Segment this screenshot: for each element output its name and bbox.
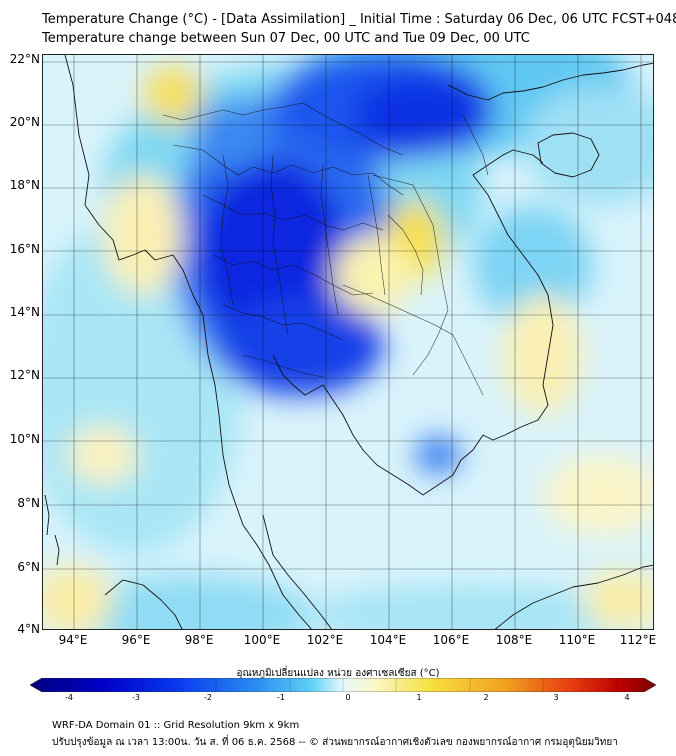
colorbar-dividers (68, 678, 618, 692)
footer-credit: ปรับปรุงข้อมูล ณ เวลา 13:00น. วัน ส. ที่… (52, 737, 618, 748)
colorbar-tick: 2 (483, 693, 489, 702)
lon-label-112e: 112°E (619, 633, 657, 647)
lon-label-102e: 102°E (306, 633, 344, 647)
lon-label-98e: 98°E (184, 633, 214, 647)
colorbar-tick: -3 (132, 693, 140, 702)
lat-label-18n: 18°N (9, 178, 40, 192)
colorbar (30, 678, 656, 692)
lat-label-4n: 4°N (17, 622, 40, 636)
lat-label-10n: 10°N (9, 432, 40, 446)
lat-label-16n: 16°N (9, 242, 40, 256)
lat-label-8n: 8°N (17, 496, 40, 510)
admin-boundaries (162, 102, 489, 396)
lon-label-100e: 100°E (243, 633, 281, 647)
latlon-grid (43, 55, 653, 629)
colorbar-tick: -4 (65, 693, 73, 702)
lat-label-20n: 20°N (9, 115, 40, 129)
colorbar-title: อุณหภูมิเปลี่ยนแปลง หน่วย องศาเซลเซียส (… (236, 668, 440, 679)
lon-label-94e: 94°E (58, 633, 88, 647)
lon-label-104e: 104°E (369, 633, 407, 647)
colorbar-tick: 0 (345, 693, 351, 702)
footer-model-info: WRF-DA Domain 01 :: Grid Resolution 9km … (52, 720, 300, 731)
map-panel (42, 54, 654, 630)
colorbar-tick: 3 (553, 693, 559, 702)
lat-label-22n: 22°N (9, 52, 40, 66)
lon-label-110e: 110°E (558, 633, 596, 647)
colorbar-tick: 1 (416, 693, 422, 702)
lon-label-96e: 96°E (121, 633, 151, 647)
lon-label-108e: 108°E (495, 633, 533, 647)
map-title: Temperature Change (°C) - [Data Assimila… (42, 12, 676, 27)
colorbar-tick: -2 (204, 693, 212, 702)
lat-label-14n: 14°N (9, 305, 40, 319)
colorbar-tick: 4 (624, 693, 630, 702)
lat-label-12n: 12°N (9, 368, 40, 382)
lat-label-6n: 6°N (17, 560, 40, 574)
map-subtitle: Temperature change between Sun 07 Dec, 0… (42, 31, 530, 46)
temperature-field-map (43, 55, 653, 629)
lon-label-106e: 106°E (432, 633, 470, 647)
colorbar-tick: -1 (277, 693, 285, 702)
coastlines (44, 55, 653, 629)
colorbar-gradient (30, 678, 656, 692)
